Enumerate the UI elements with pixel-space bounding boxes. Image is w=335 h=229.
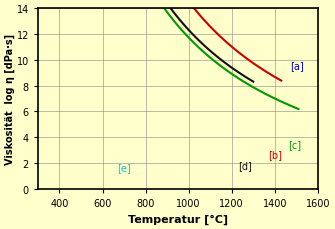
Text: [d]: [d] — [238, 161, 252, 171]
Text: [c]: [c] — [288, 139, 301, 149]
Text: [e]: [e] — [118, 163, 131, 172]
Y-axis label: Viskosität  log η [dPa·s]: Viskosität log η [dPa·s] — [5, 34, 15, 164]
X-axis label: Temperatur [°C]: Temperatur [°C] — [128, 214, 228, 224]
Text: [b]: [b] — [268, 150, 282, 160]
Text: [a]: [a] — [290, 61, 304, 71]
